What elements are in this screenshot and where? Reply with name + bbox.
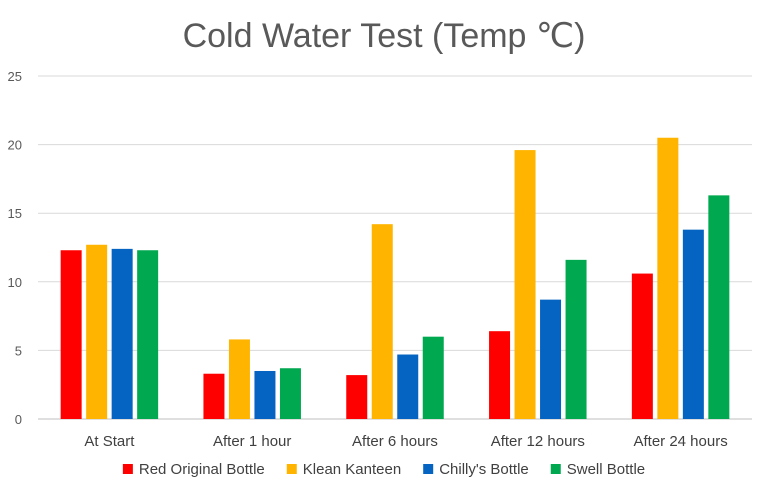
x-tick-label: After 24 hours <box>633 433 727 450</box>
legend-swatch <box>550 464 561 474</box>
chart-title: Cold Water Test (Temp ℃) <box>183 17 586 55</box>
y-axis-tick-labels: 0 5 10 15 20 25 <box>8 69 22 427</box>
legend-label: Klean Kanteen <box>303 461 401 478</box>
bar <box>60 250 82 419</box>
bar <box>489 331 511 419</box>
bar <box>346 375 368 419</box>
legend-swatch <box>423 464 434 474</box>
legend: Red Original Bottle Klean Kanteen Chilly's… <box>122 461 645 478</box>
y-tick-label: 25 <box>8 69 22 84</box>
y-tick-label: 20 <box>8 138 22 153</box>
bar <box>708 195 730 419</box>
bar <box>397 354 419 419</box>
bar <box>86 244 108 419</box>
bar <box>203 373 225 419</box>
bars <box>60 137 730 420</box>
x-tick-label: At Start <box>84 433 135 450</box>
legend-label: Swell Bottle <box>567 461 645 478</box>
legend-item: Red Original Bottle <box>122 461 265 478</box>
bar <box>565 259 587 419</box>
bar <box>279 368 301 419</box>
legend-item: Klean Kanteen <box>286 461 401 478</box>
legend-label: Chilly's Bottle <box>439 461 529 478</box>
x-tick-label: After 1 hour <box>213 433 291 450</box>
bar <box>422 336 444 419</box>
x-tick-label: After 6 hours <box>352 433 438 450</box>
bar <box>254 370 276 419</box>
legend-item: Chilly's Bottle <box>423 461 529 478</box>
legend-swatch <box>122 464 133 474</box>
legend-label: Red Original Bottle <box>139 461 265 478</box>
bar <box>540 299 562 419</box>
bar <box>371 224 393 419</box>
bar <box>137 250 159 419</box>
y-tick-label: 15 <box>8 206 22 221</box>
bar <box>514 150 536 419</box>
y-tick-label: 0 <box>15 412 22 427</box>
y-tick-label: 5 <box>15 343 22 358</box>
bar <box>657 137 679 420</box>
bar <box>631 273 653 419</box>
x-axis-tick-labels: At Start After 1 hour After 6 hours After 1… <box>84 433 727 450</box>
y-tick-label: 10 <box>8 275 22 290</box>
bar <box>682 229 704 419</box>
x-tick-label: After 12 hours <box>491 433 585 450</box>
bar <box>228 339 250 419</box>
bar <box>111 248 133 419</box>
legend-item: Swell Bottle <box>550 461 645 478</box>
legend-swatch <box>286 464 297 474</box>
